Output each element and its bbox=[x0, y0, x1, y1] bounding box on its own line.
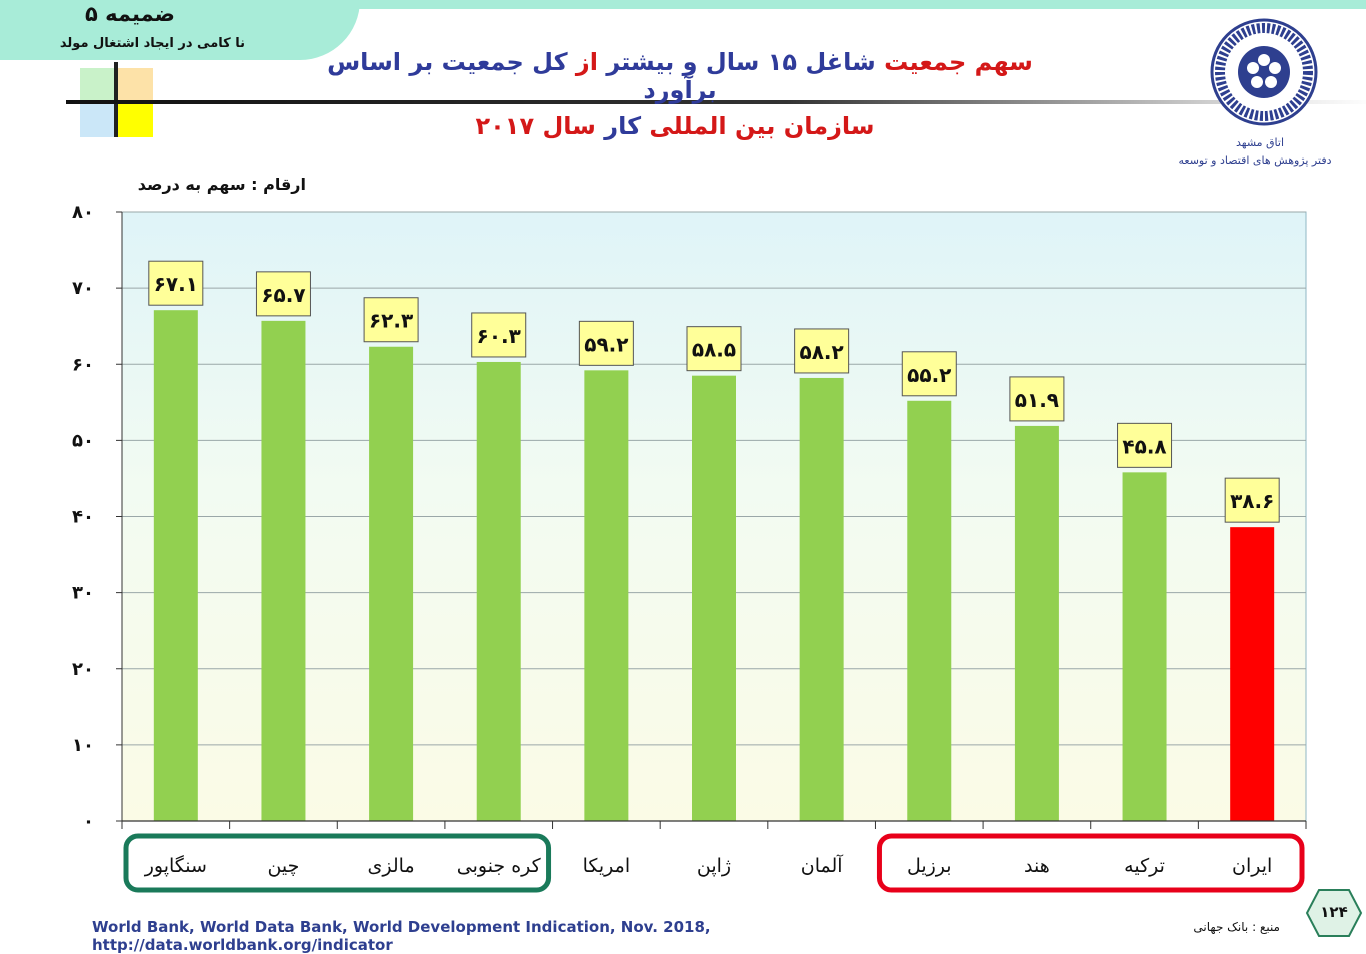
subtitle-part: سازمان بین المللی bbox=[641, 112, 875, 140]
title-part: سهم جمعیت bbox=[875, 48, 1033, 76]
page-number-badge bbox=[1305, 889, 1363, 937]
category-label: چین bbox=[267, 855, 299, 877]
category-label: کره جنوبی bbox=[457, 855, 542, 877]
decor-square-yellow bbox=[117, 103, 153, 137]
category-label: ایران bbox=[1232, 855, 1272, 877]
data-label: ۶۲.۳ bbox=[369, 309, 413, 333]
bar bbox=[692, 375, 736, 821]
data-label-box bbox=[686, 326, 742, 372]
y-tick-label: ۶۰ bbox=[72, 354, 94, 375]
data-label: ۵۹.۲ bbox=[584, 332, 628, 356]
unit-label: ارقام : سهم به درصد bbox=[137, 175, 306, 194]
subtitle-part: سال ۲۰۱۷ bbox=[475, 112, 596, 140]
data-label-box bbox=[1117, 422, 1173, 468]
category-label: مالزی bbox=[368, 855, 415, 877]
data-label: ۳۸.۶ bbox=[1230, 489, 1274, 513]
data-label: ۵۸.۵ bbox=[692, 338, 736, 362]
y-tick-label: ۱۰ bbox=[72, 735, 94, 756]
subtitle-part: کار bbox=[595, 112, 642, 140]
data-label-box bbox=[578, 320, 634, 366]
title-part: شاغل ۱۵ سال و بیشتر bbox=[597, 48, 876, 76]
data-label: ۵۸.۲ bbox=[800, 340, 844, 364]
y-tick-label: ۷۰ bbox=[72, 278, 94, 299]
data-label: ۴۵.۸ bbox=[1122, 434, 1166, 458]
y-tick-label: ۰ bbox=[83, 811, 94, 832]
annex-subtitle: نا کامی در ایجاد اشتغال مولد bbox=[59, 36, 245, 51]
category-label: هند bbox=[1024, 855, 1050, 877]
y-tick-label: ۳۰ bbox=[72, 583, 94, 604]
category-label: امریکا bbox=[583, 855, 631, 877]
decor-square-orange bbox=[117, 68, 153, 102]
data-label: ۵۵.۲ bbox=[907, 363, 951, 387]
annex-tab bbox=[0, 0, 360, 60]
y-tick-label: ۴۰ bbox=[72, 507, 94, 528]
header-divider bbox=[66, 100, 1366, 104]
bar bbox=[1014, 425, 1059, 821]
data-label-box bbox=[255, 271, 311, 317]
page-number: ۱۲۴ bbox=[1320, 903, 1348, 921]
category-label: سنگاپور bbox=[144, 854, 207, 877]
decor-square-blue bbox=[80, 103, 116, 137]
data-label: ۶۰.۳ bbox=[477, 324, 521, 348]
bar bbox=[799, 377, 844, 821]
bar bbox=[1230, 527, 1275, 821]
top-strip bbox=[0, 0, 1366, 9]
data-label-box bbox=[148, 260, 204, 306]
category-label: ترکیه bbox=[1124, 855, 1165, 877]
bar bbox=[369, 346, 414, 821]
decor-square-green bbox=[80, 68, 116, 102]
data-label-box bbox=[1224, 477, 1280, 523]
title-part: از bbox=[567, 48, 598, 76]
y-tick-label: ۲۰ bbox=[72, 659, 94, 680]
data-label: ۶۵.۷ bbox=[261, 283, 305, 307]
data-label-box bbox=[363, 297, 419, 343]
source-english: World Bank, World Data Bank, World Devel… bbox=[92, 918, 711, 954]
chart-title: سهم جمعیت شاغل ۱۵ سال و بیشتر از کل جمعی… bbox=[300, 48, 1060, 104]
bar bbox=[153, 310, 198, 821]
logo-caption-1: اتاق مشهد bbox=[1235, 136, 1285, 149]
decor-vertical-line bbox=[114, 62, 118, 137]
chamber-logo bbox=[1210, 18, 1318, 126]
bar bbox=[261, 320, 306, 821]
category-group-frame bbox=[876, 833, 1305, 893]
logo-caption-2: دفتر پژوهش های اقتصاد و توسعه bbox=[1178, 154, 1332, 167]
category-group-frame bbox=[123, 833, 552, 893]
data-label-box bbox=[1009, 376, 1065, 422]
category-label: برزیل bbox=[907, 855, 952, 877]
data-label-box bbox=[471, 312, 527, 358]
annex-title: ضمیمه ۵ bbox=[85, 2, 175, 26]
y-tick-label: ۸۰ bbox=[72, 202, 94, 223]
data-label: ۶۷.۱ bbox=[154, 272, 198, 296]
bar bbox=[1122, 472, 1167, 821]
category-label: آلمان bbox=[801, 853, 844, 877]
bar bbox=[907, 400, 952, 821]
source-persian: منبع : بانک جهانی bbox=[1193, 920, 1280, 934]
y-tick-label: ۵۰ bbox=[72, 430, 94, 451]
title-part: بر اساس برآورد bbox=[327, 48, 717, 104]
data-label-box bbox=[794, 328, 850, 374]
chart-subtitle: سازمان بین المللی کار سال ۲۰۱۷ bbox=[440, 112, 910, 140]
data-label: ۵۱.۹ bbox=[1015, 388, 1059, 412]
category-label: ژاپن bbox=[697, 855, 731, 877]
bar bbox=[476, 361, 521, 821]
bar bbox=[584, 370, 629, 821]
data-label-box bbox=[901, 351, 957, 397]
title-part: کل جمعیت bbox=[433, 48, 568, 76]
